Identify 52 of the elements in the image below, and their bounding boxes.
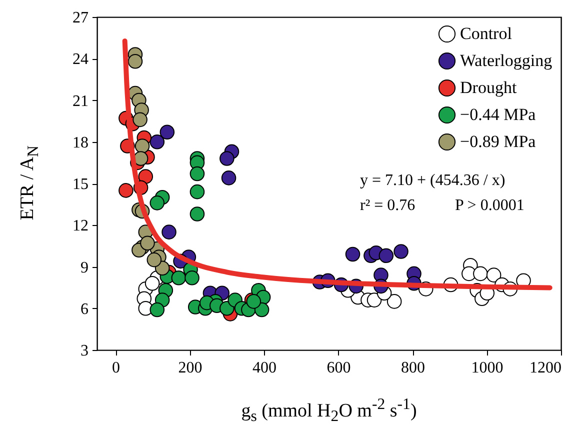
annotation: P > 0.0001 <box>455 197 524 214</box>
x-tick-label: 1200 <box>530 360 562 376</box>
point <box>132 112 148 128</box>
point <box>138 169 154 184</box>
point <box>345 246 360 262</box>
point <box>160 124 175 140</box>
y-tick-label: 24 <box>72 51 88 68</box>
point <box>140 236 155 251</box>
point <box>386 294 402 309</box>
point <box>133 151 148 166</box>
point <box>190 206 205 222</box>
y-tick-label: 27 <box>72 10 88 26</box>
point <box>366 292 382 308</box>
point <box>150 134 165 150</box>
point <box>150 196 165 210</box>
x-tick-label: 800 <box>401 360 426 376</box>
point <box>378 248 394 264</box>
point <box>220 151 234 166</box>
point <box>146 252 162 268</box>
y-tick-label: 9 <box>80 259 88 276</box>
point <box>190 184 205 200</box>
x-tick-label: 200 <box>178 360 202 376</box>
point <box>394 244 408 259</box>
text: g$_{s}$ (mmol H$_{2}$O m$^{-2}$ s$^{-1}$) <box>241 396 417 426</box>
point <box>184 270 200 286</box>
point <box>162 224 176 240</box>
point <box>134 138 150 154</box>
point <box>171 270 186 286</box>
legend-label: Control <box>460 24 512 43</box>
legend-label: −0.44 MPa <box>460 105 536 124</box>
point <box>118 183 134 198</box>
x-tick-label: 1000 <box>471 360 504 376</box>
point <box>150 302 165 318</box>
y-tick-label: 21 <box>72 92 88 110</box>
x-tick-label: 0 <box>112 360 120 376</box>
annotation: y = 7.10 + (454.36 / x) <box>360 172 506 189</box>
legend-label: −0.89 MPa <box>460 132 536 151</box>
point <box>128 54 143 69</box>
point <box>190 166 205 182</box>
x-tick-label: 600 <box>326 360 351 376</box>
point <box>221 170 236 186</box>
point <box>473 266 488 282</box>
legend-label: Drought <box>460 78 517 97</box>
annotation: r² = 0.76 <box>360 197 416 214</box>
y-tick-label: 3 <box>80 342 88 360</box>
x-tick-label: 400 <box>252 360 277 376</box>
y-tick-label: 15 <box>72 176 88 193</box>
y-tick-label: 18 <box>72 134 88 152</box>
y-tick-label: 6 <box>80 300 88 318</box>
y-tick-label: 12 <box>72 218 88 235</box>
point <box>144 276 160 291</box>
legend-label: Waterlogging <box>460 51 553 70</box>
